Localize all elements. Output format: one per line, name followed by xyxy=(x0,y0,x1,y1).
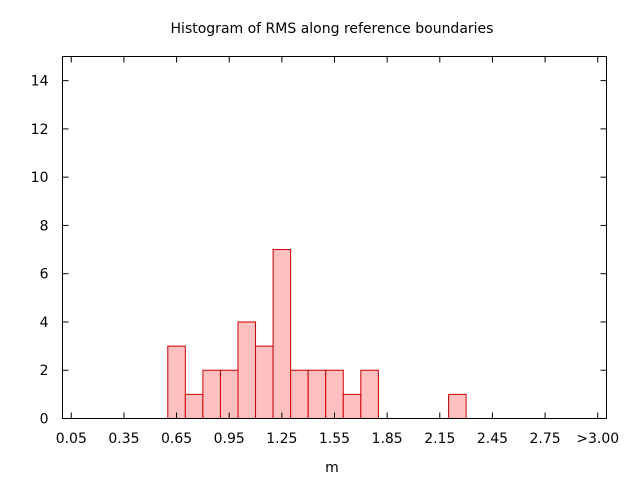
x-tick-label: 0.65 xyxy=(161,431,192,447)
x-tick-label: 1.55 xyxy=(319,431,350,447)
y-tick-label: 2 xyxy=(40,363,49,379)
x-tick-label: 1.85 xyxy=(372,431,403,447)
x-tick-label: >3.00 xyxy=(576,431,619,447)
y-axis-ticks: 0 2 4 6 8 10 12 14 xyxy=(31,74,607,428)
plot-frame xyxy=(62,56,607,419)
y-tick-label: 10 xyxy=(31,170,49,186)
histogram-bar-5 xyxy=(255,345,274,420)
x-tick-label: 0.95 xyxy=(214,431,245,447)
x-axis-ticks: 0.05 0.35 0.65 0.95 1.25 1.55 1.85 2.15 2.45 2.75… xyxy=(56,56,619,447)
chart-title: Histogram of RMS along reference boundar… xyxy=(171,21,494,37)
x-tick-label: 0.35 xyxy=(108,431,139,447)
x-tick-label: 2.75 xyxy=(529,431,560,447)
bars-group xyxy=(167,249,467,420)
histogram-bar-1 xyxy=(184,393,204,420)
x-tick-label: 2.45 xyxy=(477,431,508,447)
histogram-bar-8 xyxy=(307,369,327,420)
histogram-bar-4 xyxy=(237,321,257,420)
y-tick-label: 8 xyxy=(40,218,49,234)
histogram-bar-2 xyxy=(202,369,221,420)
histogram-bar-7 xyxy=(290,369,309,420)
x-axis-label: m xyxy=(325,460,339,476)
y-tick-label: 14 xyxy=(31,74,49,90)
x-tick-label: 1.25 xyxy=(266,431,297,447)
histogram-bar-6 xyxy=(272,249,292,419)
histogram-bar-0 xyxy=(167,345,186,420)
histogram-bar-3 xyxy=(219,369,239,420)
histogram-bar-12 xyxy=(448,393,467,420)
x-tick-label: 2.15 xyxy=(424,431,455,447)
y-tick-label: 0 xyxy=(40,412,49,428)
x-tick-label: 0.05 xyxy=(56,431,87,447)
y-tick-label: 12 xyxy=(31,122,49,138)
histogram-bar-9 xyxy=(325,369,344,420)
histogram-bar-11 xyxy=(360,369,379,420)
y-tick-label: 4 xyxy=(40,315,49,331)
histogram-bar-10 xyxy=(342,393,362,420)
y-tick-label: 6 xyxy=(40,267,49,283)
